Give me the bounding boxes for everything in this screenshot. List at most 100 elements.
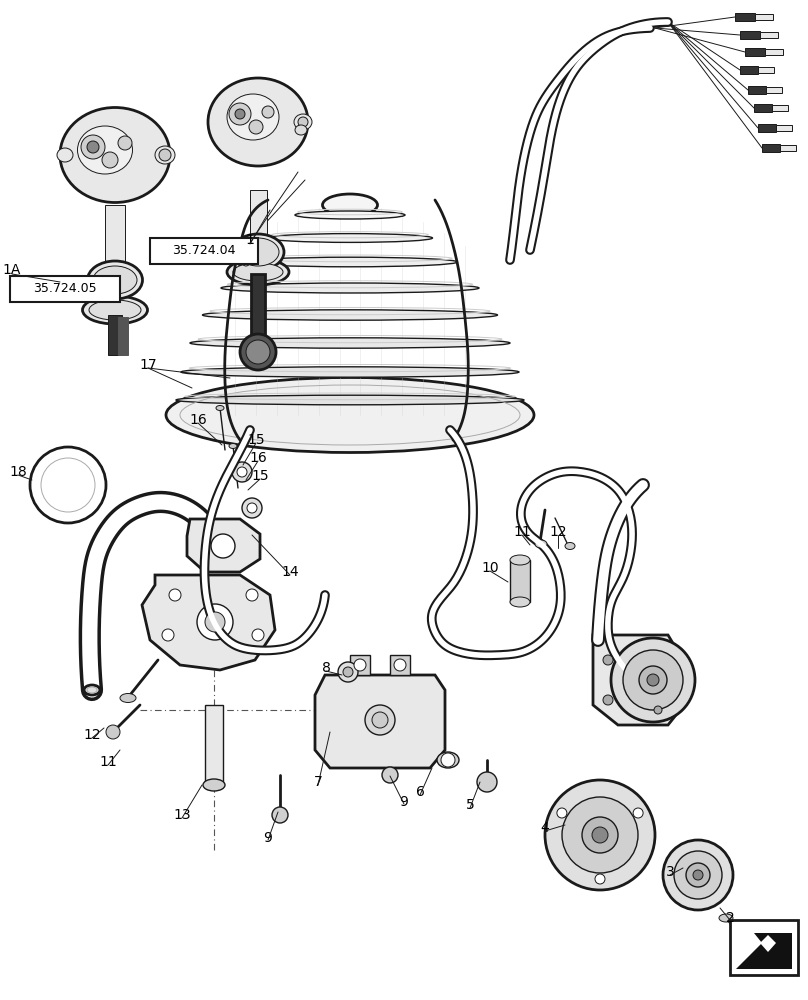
Text: 5: 5 bbox=[465, 798, 474, 812]
Bar bbox=[765, 49, 783, 55]
Bar bbox=[758, 124, 776, 132]
Circle shape bbox=[240, 334, 276, 370]
Ellipse shape bbox=[120, 694, 136, 702]
Circle shape bbox=[611, 638, 695, 722]
Circle shape bbox=[232, 462, 252, 482]
Circle shape bbox=[372, 712, 388, 728]
Text: 7: 7 bbox=[314, 775, 322, 789]
Circle shape bbox=[41, 458, 95, 512]
Circle shape bbox=[229, 103, 251, 125]
Ellipse shape bbox=[322, 194, 377, 216]
Circle shape bbox=[235, 109, 245, 119]
Ellipse shape bbox=[87, 261, 142, 299]
Ellipse shape bbox=[565, 542, 575, 550]
Circle shape bbox=[298, 117, 308, 127]
Circle shape bbox=[603, 655, 613, 665]
Bar bbox=[740, 66, 758, 74]
Circle shape bbox=[603, 695, 613, 705]
Text: 17: 17 bbox=[139, 358, 157, 372]
Ellipse shape bbox=[166, 377, 534, 452]
Bar bbox=[390, 655, 410, 675]
Ellipse shape bbox=[229, 444, 237, 448]
Polygon shape bbox=[736, 933, 792, 969]
Ellipse shape bbox=[78, 126, 133, 174]
Bar bbox=[108, 315, 122, 355]
Bar bbox=[105, 205, 125, 265]
Circle shape bbox=[365, 705, 395, 735]
Circle shape bbox=[242, 498, 262, 518]
Ellipse shape bbox=[60, 107, 170, 202]
Circle shape bbox=[394, 659, 406, 671]
Circle shape bbox=[169, 589, 181, 601]
Ellipse shape bbox=[510, 555, 530, 565]
Ellipse shape bbox=[203, 779, 225, 791]
Circle shape bbox=[686, 863, 710, 887]
Bar bbox=[730, 920, 798, 975]
Ellipse shape bbox=[535, 540, 547, 548]
Circle shape bbox=[441, 753, 455, 767]
Bar bbox=[740, 31, 760, 39]
Circle shape bbox=[159, 149, 171, 161]
Ellipse shape bbox=[203, 310, 498, 320]
Circle shape bbox=[205, 612, 225, 632]
Ellipse shape bbox=[242, 257, 457, 267]
Circle shape bbox=[382, 767, 398, 783]
Ellipse shape bbox=[267, 234, 432, 242]
Text: 12: 12 bbox=[83, 728, 101, 742]
Text: 35.724.04: 35.724.04 bbox=[172, 244, 236, 257]
Ellipse shape bbox=[84, 685, 100, 695]
Ellipse shape bbox=[216, 406, 224, 410]
Ellipse shape bbox=[89, 300, 141, 320]
Circle shape bbox=[562, 797, 638, 873]
Circle shape bbox=[81, 135, 105, 159]
Bar bbox=[748, 86, 766, 94]
Ellipse shape bbox=[181, 367, 519, 377]
Text: 16: 16 bbox=[189, 413, 207, 427]
Polygon shape bbox=[187, 519, 260, 572]
Circle shape bbox=[95, 288, 105, 298]
Polygon shape bbox=[315, 675, 445, 768]
Text: 15: 15 bbox=[251, 469, 269, 483]
Text: 3: 3 bbox=[666, 865, 675, 879]
Ellipse shape bbox=[510, 597, 530, 607]
Circle shape bbox=[354, 659, 366, 671]
Bar bbox=[776, 125, 792, 131]
Circle shape bbox=[693, 870, 703, 880]
Ellipse shape bbox=[227, 94, 279, 140]
Bar bbox=[758, 67, 774, 73]
Circle shape bbox=[595, 874, 605, 884]
Circle shape bbox=[252, 629, 264, 641]
Circle shape bbox=[106, 725, 120, 739]
Circle shape bbox=[246, 589, 258, 601]
Text: 18: 18 bbox=[9, 465, 27, 479]
Bar bbox=[350, 655, 370, 675]
Circle shape bbox=[343, 667, 353, 677]
Circle shape bbox=[674, 851, 722, 899]
Bar bbox=[251, 274, 265, 352]
Ellipse shape bbox=[93, 266, 137, 294]
Text: 8: 8 bbox=[322, 661, 330, 675]
Circle shape bbox=[197, 604, 233, 640]
Ellipse shape bbox=[57, 148, 73, 162]
Bar bbox=[762, 144, 780, 152]
Bar bbox=[766, 87, 782, 93]
Bar bbox=[755, 14, 773, 20]
Circle shape bbox=[87, 141, 99, 153]
Ellipse shape bbox=[237, 238, 279, 266]
Ellipse shape bbox=[295, 125, 307, 135]
Text: 13: 13 bbox=[173, 808, 191, 822]
Circle shape bbox=[654, 706, 662, 714]
Text: 11: 11 bbox=[513, 525, 531, 539]
Ellipse shape bbox=[227, 259, 289, 285]
Ellipse shape bbox=[208, 78, 308, 166]
Bar bbox=[205, 705, 223, 785]
Ellipse shape bbox=[294, 114, 312, 130]
Ellipse shape bbox=[233, 263, 283, 281]
Bar bbox=[772, 105, 788, 111]
Bar bbox=[150, 238, 258, 264]
Bar bbox=[250, 190, 267, 242]
Text: 1: 1 bbox=[246, 233, 255, 247]
Polygon shape bbox=[593, 635, 680, 725]
Bar bbox=[780, 145, 796, 151]
Circle shape bbox=[118, 136, 132, 150]
